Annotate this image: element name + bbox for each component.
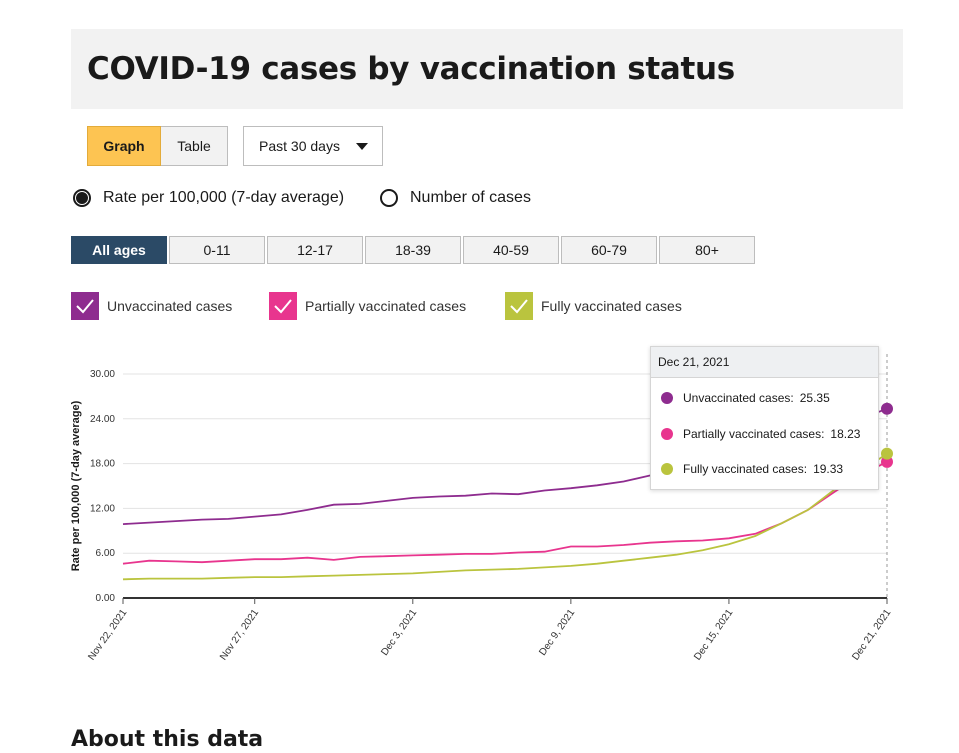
- graph-button[interactable]: Graph: [87, 126, 161, 166]
- y-axis-label: Rate per 100,000 (7-day average): [70, 400, 82, 571]
- range-select[interactable]: Past 30 days: [243, 126, 383, 166]
- age-button-12-17[interactable]: 12-17: [267, 236, 363, 264]
- y-tick-label: 18.00: [90, 459, 115, 470]
- tooltip-label: Fully vaccinated cases:: [683, 462, 808, 476]
- tooltip-row: Partially vaccinated cases: 18.23: [661, 427, 860, 441]
- x-tick-label: Nov 27, 2021: [218, 607, 261, 662]
- rate-radio[interactable]: Rate per 100,000 (7-day average): [73, 189, 344, 207]
- x-tick-label: Dec 15, 2021: [692, 607, 735, 662]
- tooltip-row: Fully vaccinated cases: 19.33: [661, 462, 843, 476]
- about-heading: About this data: [71, 727, 264, 752]
- series-last-point-1: [881, 455, 893, 468]
- tooltip-row: Unvaccinated cases: 25.35: [661, 391, 830, 405]
- view-toggle: Graph Table: [87, 126, 228, 166]
- series-line-2: [122, 452, 888, 581]
- series-dot-icon: [661, 463, 673, 475]
- table-button[interactable]: Table: [161, 126, 228, 166]
- series-last-point-2: [881, 447, 893, 460]
- radio-checked-icon: [73, 189, 91, 207]
- y-tick-label: 0.00: [96, 593, 116, 604]
- age-button-60-79[interactable]: 60-79: [561, 236, 657, 264]
- title-bar: COVID-19 cases by vaccination status: [71, 29, 903, 109]
- legend-label: Unvaccinated cases: [107, 298, 233, 314]
- y-tick-label: 30.00: [90, 369, 115, 380]
- x-tick-label: Nov 22, 2021: [86, 607, 129, 662]
- tooltip-label: Partially vaccinated cases:: [683, 427, 825, 441]
- age-button-18-39[interactable]: 18-39: [365, 236, 461, 264]
- age-button-0-11[interactable]: 0-11: [169, 236, 265, 264]
- count-radio[interactable]: Number of cases: [380, 189, 531, 207]
- series-line-1: [122, 461, 888, 565]
- series-dot-icon: [661, 428, 673, 440]
- age-filter: All ages 0-11 12-17 18-39 40-59 60-79 80…: [71, 236, 757, 264]
- x-tick-label: Dec 3, 2021: [379, 607, 419, 658]
- checkbox-checked-icon: [71, 292, 99, 320]
- age-button-40-59[interactable]: 40-59: [463, 236, 559, 264]
- radio-unchecked-icon: [380, 189, 398, 207]
- x-tick-label: Dec 21, 2021: [850, 607, 893, 662]
- tooltip-date: Dec 21, 2021: [651, 347, 878, 378]
- y-tick-label: 6.00: [96, 548, 116, 559]
- y-tick-label: 12.00: [90, 503, 115, 514]
- legend-label: Fully vaccinated cases: [541, 298, 682, 314]
- legend-partially-vaccinated[interactable]: Partially vaccinated cases: [269, 292, 466, 320]
- caret-down-icon: [356, 143, 368, 150]
- series-dot-icon: [661, 392, 673, 404]
- series-last-point-0: [881, 402, 893, 415]
- age-button-all[interactable]: All ages: [71, 236, 167, 264]
- rate-radio-label: Rate per 100,000 (7-day average): [103, 189, 345, 206]
- x-tick-label: Dec 9, 2021: [537, 607, 577, 658]
- legend-label: Partially vaccinated cases: [305, 298, 467, 314]
- checkbox-checked-icon: [505, 292, 533, 320]
- y-tick-label: 24.00: [90, 414, 115, 425]
- legend-fully-vaccinated[interactable]: Fully vaccinated cases: [505, 292, 682, 320]
- tooltip-value: 19.33: [813, 462, 844, 476]
- checkbox-checked-icon: [269, 292, 297, 320]
- chart-tooltip: Dec 21, 2021 Unvaccinated cases: 25.35 P…: [650, 346, 879, 490]
- count-radio-label: Number of cases: [410, 189, 531, 206]
- tooltip-label: Unvaccinated cases:: [683, 391, 794, 405]
- page-title: COVID-19 cases by vaccination status: [87, 51, 735, 87]
- range-select-value: Past 30 days: [259, 138, 340, 154]
- age-button-80plus[interactable]: 80+: [659, 236, 755, 264]
- tooltip-value: 25.35: [799, 391, 830, 405]
- legend-unvaccinated[interactable]: Unvaccinated cases: [71, 292, 232, 320]
- tooltip-value: 18.23: [830, 427, 861, 441]
